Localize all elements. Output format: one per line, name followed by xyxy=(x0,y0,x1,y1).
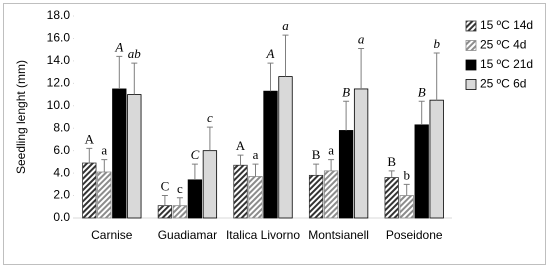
error-bar xyxy=(433,52,440,101)
bar xyxy=(338,130,354,219)
annotation: a xyxy=(358,32,365,47)
bar xyxy=(187,179,203,219)
error-bar xyxy=(131,62,138,95)
y-tick-label: 2.0 xyxy=(53,188,70,202)
bar xyxy=(263,90,278,219)
x-tick-label: Montsianell xyxy=(308,228,369,242)
bar xyxy=(429,99,444,219)
bar xyxy=(323,170,339,219)
y-tick-label: 12.0 xyxy=(47,76,71,90)
annotation: ab xyxy=(128,46,142,61)
error-bar xyxy=(313,163,320,176)
annotation: B xyxy=(418,84,426,99)
legend-label: 15 ºC 21d xyxy=(480,57,533,71)
annotation: c xyxy=(207,110,213,125)
annotation: B xyxy=(342,84,350,99)
error-bar xyxy=(358,48,365,89)
y-tick-label: 0.0 xyxy=(53,210,70,224)
bar xyxy=(278,76,293,219)
x-tick-label: Italica Livorno xyxy=(226,228,300,242)
y-tick-label: 16.0 xyxy=(47,31,71,45)
annotation: a xyxy=(328,143,334,158)
legend-label: 15 ºC 14d xyxy=(480,18,533,32)
x-tick-label: Carnise xyxy=(91,228,133,242)
annotation: C xyxy=(161,179,170,194)
y-tick-label: 10.0 xyxy=(47,98,71,112)
bar xyxy=(127,94,142,219)
annotation: b xyxy=(433,36,440,51)
y-tick-label: 6.0 xyxy=(53,143,70,157)
error-bar xyxy=(176,197,183,206)
legend-swatch xyxy=(465,79,477,90)
x-tick-label: Guadiamar xyxy=(158,228,217,242)
bar xyxy=(308,174,324,219)
bar xyxy=(112,88,127,219)
annotation: A xyxy=(266,46,275,61)
error-bar xyxy=(191,163,198,180)
bar xyxy=(248,176,263,219)
annotation: A xyxy=(114,39,123,54)
legend-swatch xyxy=(465,59,477,71)
bar xyxy=(399,195,414,219)
legend-swatch xyxy=(465,40,477,51)
error-bar xyxy=(252,163,259,177)
y-tick-label: 14.0 xyxy=(47,53,71,67)
bar xyxy=(172,205,188,219)
bar xyxy=(82,162,97,219)
error-bar xyxy=(403,183,410,196)
error-bar xyxy=(267,62,274,92)
legend-swatch xyxy=(465,20,477,32)
annotation: A xyxy=(236,138,246,153)
bar xyxy=(157,205,173,219)
bar xyxy=(384,177,399,219)
annotation: A xyxy=(85,131,95,146)
annotation: a xyxy=(253,147,259,162)
error-bar xyxy=(418,100,425,125)
bar xyxy=(202,150,218,219)
x-tick-label: Poseidone xyxy=(386,228,443,242)
annotation: c xyxy=(177,181,183,196)
annotation: C xyxy=(191,147,200,162)
annotation: B xyxy=(387,154,396,169)
y-tick-label: 4.0 xyxy=(53,165,70,179)
error-bar xyxy=(237,154,244,166)
y-axis-label: Seedling lenght (mm) xyxy=(14,60,28,174)
bar xyxy=(353,88,369,219)
error-bar xyxy=(206,126,213,151)
error-bar xyxy=(343,100,350,131)
legend-label: 25 ºC 6d xyxy=(480,77,526,91)
error-bar xyxy=(282,34,289,77)
annotation: b xyxy=(403,167,410,182)
legend-label: 25 ºC 4d xyxy=(480,38,526,52)
y-tick-label: 8.0 xyxy=(53,120,70,134)
error-bar xyxy=(388,170,395,178)
error-bar xyxy=(161,195,168,206)
bar xyxy=(414,124,429,219)
annotation: B xyxy=(312,147,321,162)
bar xyxy=(233,164,248,219)
error-bar xyxy=(86,147,93,164)
annotation: a xyxy=(101,143,107,158)
error-bar xyxy=(116,55,123,89)
annotation: a xyxy=(282,18,289,33)
error-bar xyxy=(101,159,108,172)
error-bar xyxy=(328,159,335,171)
y-tick-label: 18.0 xyxy=(47,8,71,22)
bar xyxy=(97,171,112,219)
